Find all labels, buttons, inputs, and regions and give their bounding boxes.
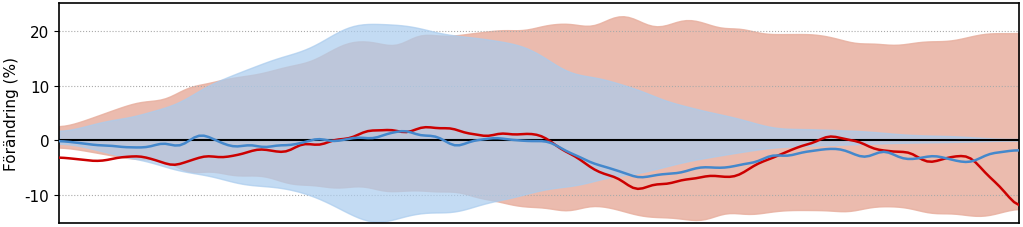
Y-axis label: Förändring (%): Förändring (%) [4, 57, 19, 170]
